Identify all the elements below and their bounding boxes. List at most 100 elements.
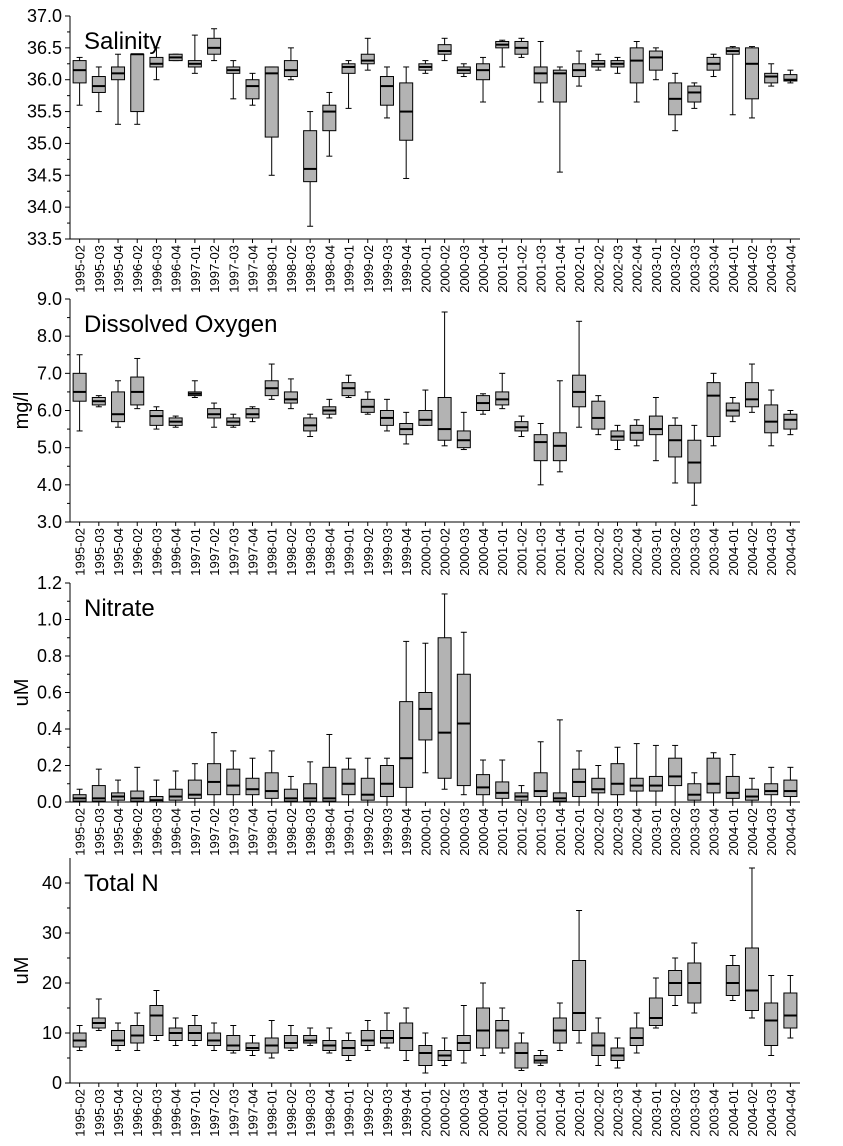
x-tick-label: 2001-04 [553, 528, 568, 576]
y-tick-label: 4.0 [37, 475, 62, 495]
chart-title: Dissolved Oxygen [84, 311, 277, 338]
box-2002-04 [629, 1012, 644, 1054]
x-tick-label: 1995-02 [73, 808, 88, 856]
y-tick-label: 34.5 [27, 165, 62, 185]
box-iqr [687, 85, 702, 103]
x-tick-label: 2000-01 [418, 808, 433, 856]
box-iqr [533, 1055, 548, 1064]
y-tick-label: 10 [42, 1023, 62, 1043]
box-2004-01 [725, 396, 740, 423]
x-tick-label: 2002-04 [630, 808, 645, 856]
x-tick-label: 1997-04 [246, 528, 261, 576]
x-tick-label: 2002-01 [572, 1089, 587, 1137]
x-tick-label: 2002-03 [611, 245, 626, 293]
box-1997-04 [245, 757, 260, 803]
box-1998-03 [303, 111, 318, 227]
box-2003-01 [648, 977, 663, 1029]
box-iqr [495, 781, 510, 799]
x-tick-label: 1995-03 [92, 1089, 107, 1137]
x-tick-label: 1998-02 [284, 1089, 299, 1137]
x-tick-label: 1999-02 [361, 245, 376, 293]
box-2002-04 [629, 743, 644, 803]
box-1998-03 [303, 761, 318, 803]
box-2004-04 [783, 975, 798, 1039]
box-1999-03 [379, 1012, 394, 1049]
x-tick-label: 1995-04 [111, 245, 126, 293]
box-1999-02 [360, 757, 375, 803]
box-2002-04 [629, 419, 644, 447]
box-2003-01 [648, 744, 663, 803]
box-1999-04 [399, 1007, 414, 1061]
box-iqr [418, 692, 433, 741]
box-1998-02 [283, 775, 298, 803]
box-2000-04 [476, 759, 491, 803]
box-1998-01 [264, 750, 279, 803]
box-2003-03 [687, 82, 702, 109]
x-tick-label: 2000-03 [457, 1089, 472, 1137]
box-2001-01 [495, 759, 510, 803]
box-2001-04 [552, 66, 567, 173]
box-iqr [322, 766, 337, 802]
box-1996-03 [149, 47, 164, 81]
box-2004-02 [744, 46, 759, 119]
box-iqr [514, 1042, 529, 1069]
x-tick-label: 1997-02 [207, 808, 222, 856]
box-iqr [706, 382, 721, 438]
box-iqr [130, 53, 145, 113]
box-iqr [687, 783, 702, 801]
x-tick-label: 1999-03 [380, 245, 395, 293]
chart-panel-2: 0.0 0.2 0.4 0.6 0.8 1.0 1.2 Nitrate uM 1995-02 199… [11, 573, 800, 856]
box-2000-02 [437, 311, 452, 447]
box-1996-03 [149, 406, 164, 430]
box-2004-01 [725, 754, 740, 803]
x-tick-label: 1998-01 [265, 245, 280, 293]
box-1999-04 [399, 411, 414, 445]
y-axis-label: mg/l [11, 392, 33, 430]
x-tick-label: 2004-01 [726, 528, 741, 576]
x-tick-label: 1996-04 [169, 808, 184, 856]
x-tick-label: 1999-04 [399, 245, 414, 293]
box-2002-01 [572, 50, 587, 87]
box-1995-02 [72, 1025, 87, 1051]
x-tick-label: 1998-04 [322, 528, 337, 576]
y-tick-label: 0.2 [37, 756, 62, 776]
x-tick-label: 2000-03 [457, 245, 472, 293]
x-tick-label: 1995-04 [111, 1089, 126, 1137]
box-iqr [379, 765, 394, 798]
box-iqr [648, 50, 663, 71]
x-tick-label: 2003-03 [687, 528, 702, 576]
box-1996-03 [149, 990, 164, 1041]
x-tick-label: 1997-04 [246, 1089, 261, 1137]
y-tick-label: 35.5 [27, 102, 62, 122]
box-1999-04 [399, 640, 414, 803]
box-2001-04 [552, 1002, 567, 1051]
box-2001-04 [552, 719, 567, 803]
box-2004-02 [744, 777, 759, 803]
box-2002-01 [572, 910, 587, 1044]
x-tick-label: 2002-02 [591, 245, 606, 293]
box-1999-02 [360, 391, 375, 415]
box-1998-02 [283, 378, 298, 410]
box-iqr [283, 788, 298, 802]
x-tick-label: 2001-03 [534, 1089, 549, 1137]
x-tick-label: 1998-04 [322, 808, 337, 856]
box-2002-03 [610, 1037, 625, 1069]
y-tick-label: 6.0 [37, 401, 62, 421]
box-1997-01 [187, 1015, 202, 1046]
box-iqr [418, 1045, 433, 1066]
x-tick-label: 1997-02 [207, 245, 222, 293]
x-tick-label: 2000-04 [476, 245, 491, 293]
x-tick-label: 2003-04 [707, 1089, 722, 1137]
y-tick-label: 0.6 [37, 683, 62, 703]
box-iqr [379, 1030, 394, 1044]
box-2000-03 [456, 63, 471, 78]
box-iqr [552, 69, 567, 103]
x-tick-label: 1997-03 [226, 528, 241, 576]
box-1995-02 [72, 56, 87, 106]
x-tick-label: 2000-03 [457, 528, 472, 576]
box-2003-03 [687, 424, 702, 506]
x-tick-label: 1995-04 [111, 808, 126, 856]
x-tick-label: 2002-01 [572, 808, 587, 856]
box-2002-04 [629, 40, 644, 103]
box-2002-03 [610, 56, 625, 74]
